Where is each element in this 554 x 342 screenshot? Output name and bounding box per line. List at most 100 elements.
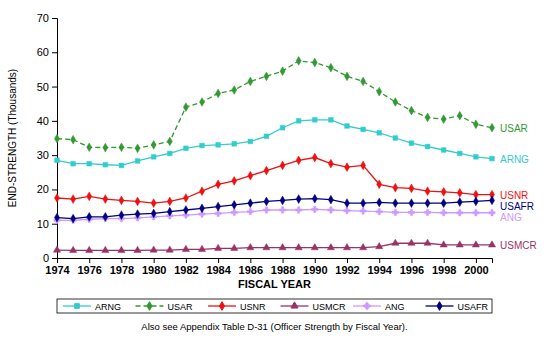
legend-marker: [219, 302, 224, 311]
series-marker: [376, 209, 382, 215]
series-marker: [231, 244, 238, 250]
series-marker: [199, 204, 204, 213]
series-marker: [424, 209, 430, 215]
series-marker: [393, 98, 398, 107]
x-tick-mark: [347, 258, 348, 263]
x-tick: 1992: [335, 258, 359, 276]
series-marker: [312, 153, 317, 162]
series-marker: [71, 214, 76, 223]
series-marker: [216, 180, 221, 189]
series-marker: [198, 245, 205, 251]
series-marker: [70, 246, 77, 252]
legend-item: ARNG: [63, 302, 121, 312]
series-marker: [150, 246, 157, 252]
x-tick: 1996: [400, 258, 424, 276]
series-marker: [296, 207, 302, 213]
x-tick-mark: [444, 258, 445, 263]
x-tick-mark: [154, 258, 155, 263]
legend-marker: [364, 303, 370, 309]
x-tick-label: 1998: [432, 264, 456, 276]
series-marker: [296, 119, 301, 124]
annotation: Also see Appendix Table D-31 (Officer St…: [141, 321, 407, 332]
series-marker: [441, 210, 447, 216]
legend-label: USMCR: [313, 302, 346, 312]
series-marker: [280, 67, 285, 76]
y-tick: 20: [37, 183, 57, 195]
x-tick-label: 2000: [464, 264, 488, 276]
series-marker: [377, 198, 382, 207]
y-tick-mark: [52, 121, 57, 122]
x-tick: 1978: [110, 258, 134, 276]
x-axis-line: [58, 259, 493, 264]
series-marker: [360, 244, 367, 250]
series-marker: [54, 134, 59, 143]
series-marker: [392, 239, 399, 245]
series-marker: [409, 106, 414, 115]
x-tick-label: 1990: [303, 264, 327, 276]
x-tick: 1976: [77, 258, 101, 276]
series-marker: [103, 212, 108, 221]
series-marker: [103, 143, 108, 152]
y-tick-label: 10: [37, 218, 49, 230]
series-marker: [440, 241, 447, 247]
series-marker: [183, 103, 188, 112]
x-tick-label: 1994: [367, 264, 392, 276]
y-tick: 70: [37, 12, 57, 24]
series-end-label: USNR: [500, 190, 528, 201]
series-marker: [408, 209, 414, 215]
y-tick-label: 0: [43, 252, 49, 264]
x-tick: 1980: [142, 258, 166, 276]
series-marker: [183, 194, 188, 203]
y-tick-label: 70: [37, 12, 49, 24]
series-marker: [135, 197, 140, 206]
series-marker: [232, 176, 237, 185]
series-marker: [361, 199, 366, 208]
series-marker: [103, 162, 108, 167]
x-tick-mark: [476, 258, 477, 263]
legend-marker: [291, 302, 298, 308]
series-marker: [167, 207, 172, 216]
y-tick-mark: [52, 189, 57, 190]
legend-box: [57, 299, 492, 313]
series-marker: [232, 86, 237, 95]
series-marker: [441, 148, 446, 153]
series-marker: [232, 141, 237, 146]
series-end-label: USMCR: [500, 240, 537, 251]
x-tick-mark: [89, 258, 90, 263]
series-marker: [312, 194, 317, 203]
series-marker: [344, 199, 349, 208]
series-marker: [425, 187, 430, 196]
plot-marks: [53, 56, 495, 252]
series-line: [57, 61, 492, 148]
series-marker: [183, 206, 188, 215]
series-marker: [345, 124, 350, 129]
x-tick-label: 1986: [239, 264, 263, 276]
x-tick-label: 1974: [45, 264, 70, 276]
series-marker: [216, 202, 221, 211]
y-tick-mark: [52, 258, 57, 259]
series-marker: [328, 159, 333, 168]
series-marker: [55, 158, 60, 163]
legend-marker: [75, 304, 80, 309]
series-marker: [489, 210, 495, 216]
series-marker: [472, 241, 479, 247]
series-marker: [361, 127, 366, 132]
series-marker: [87, 161, 92, 166]
x-tick-mark: [250, 258, 251, 263]
series-marker: [86, 246, 93, 252]
x-tick: 1998: [432, 258, 456, 276]
series-marker: [360, 208, 366, 214]
y-tick-mark: [52, 52, 57, 53]
x-tick-label: 1992: [335, 264, 359, 276]
series-marker: [151, 199, 156, 208]
series-marker: [296, 56, 301, 65]
legend-item: USAFR: [426, 302, 489, 312]
series-marker: [328, 207, 334, 213]
series-marker: [489, 123, 494, 132]
series-line: [57, 120, 492, 166]
series-marker: [167, 137, 172, 146]
series-marker: [71, 161, 76, 166]
series-marker: [425, 113, 430, 122]
series-marker: [490, 156, 495, 161]
series-marker: [231, 209, 237, 215]
